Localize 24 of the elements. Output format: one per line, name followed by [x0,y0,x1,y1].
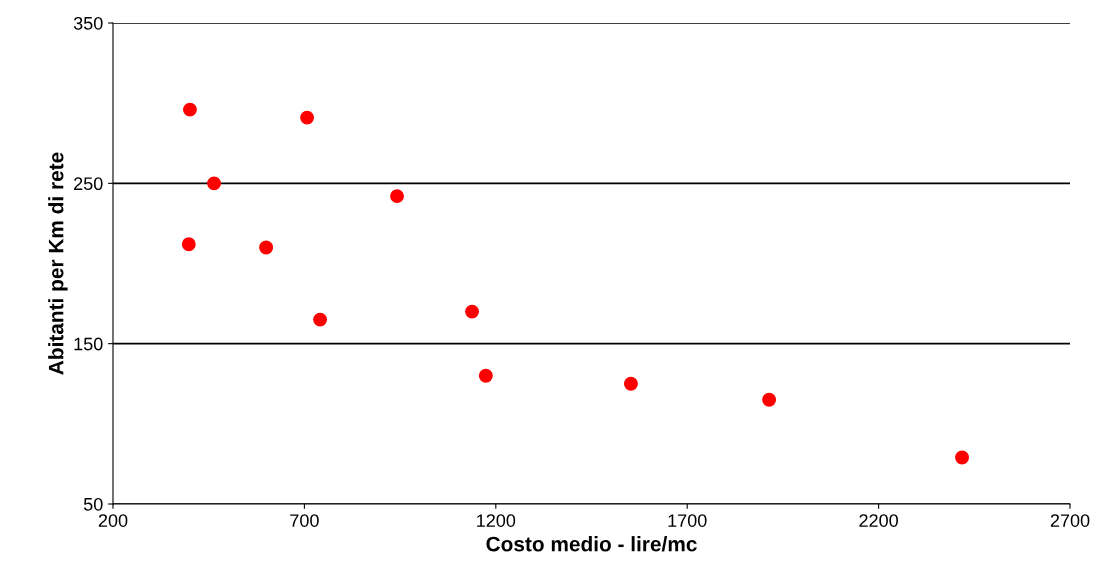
x-tick-label: 1200 [477,514,516,527]
y-tick-label: 150 [74,337,103,351]
point [313,312,328,327]
y-tick-label: 250 [74,177,103,191]
x-tick-label: 2700 [1050,514,1090,527]
x-axis-title: Costo medio - lire/mc [486,536,697,552]
x-tick-label: 200 [98,514,128,527]
point [259,240,274,255]
x-tick-label: 1700 [668,514,707,527]
point [390,189,404,204]
x-tick-label: 700 [290,514,319,527]
y-axis-title: Abitanti per Km di rete [48,152,68,375]
point [623,376,638,391]
point [955,450,969,465]
point [465,304,480,319]
y-tick-label: 350 [73,16,103,30]
y-tick-label: 50 [83,497,103,511]
point [762,392,777,407]
point [300,110,315,125]
x-tick-label: 2200 [859,514,898,527]
point [207,176,222,191]
point [478,368,493,383]
point [182,102,197,117]
point [181,237,196,252]
